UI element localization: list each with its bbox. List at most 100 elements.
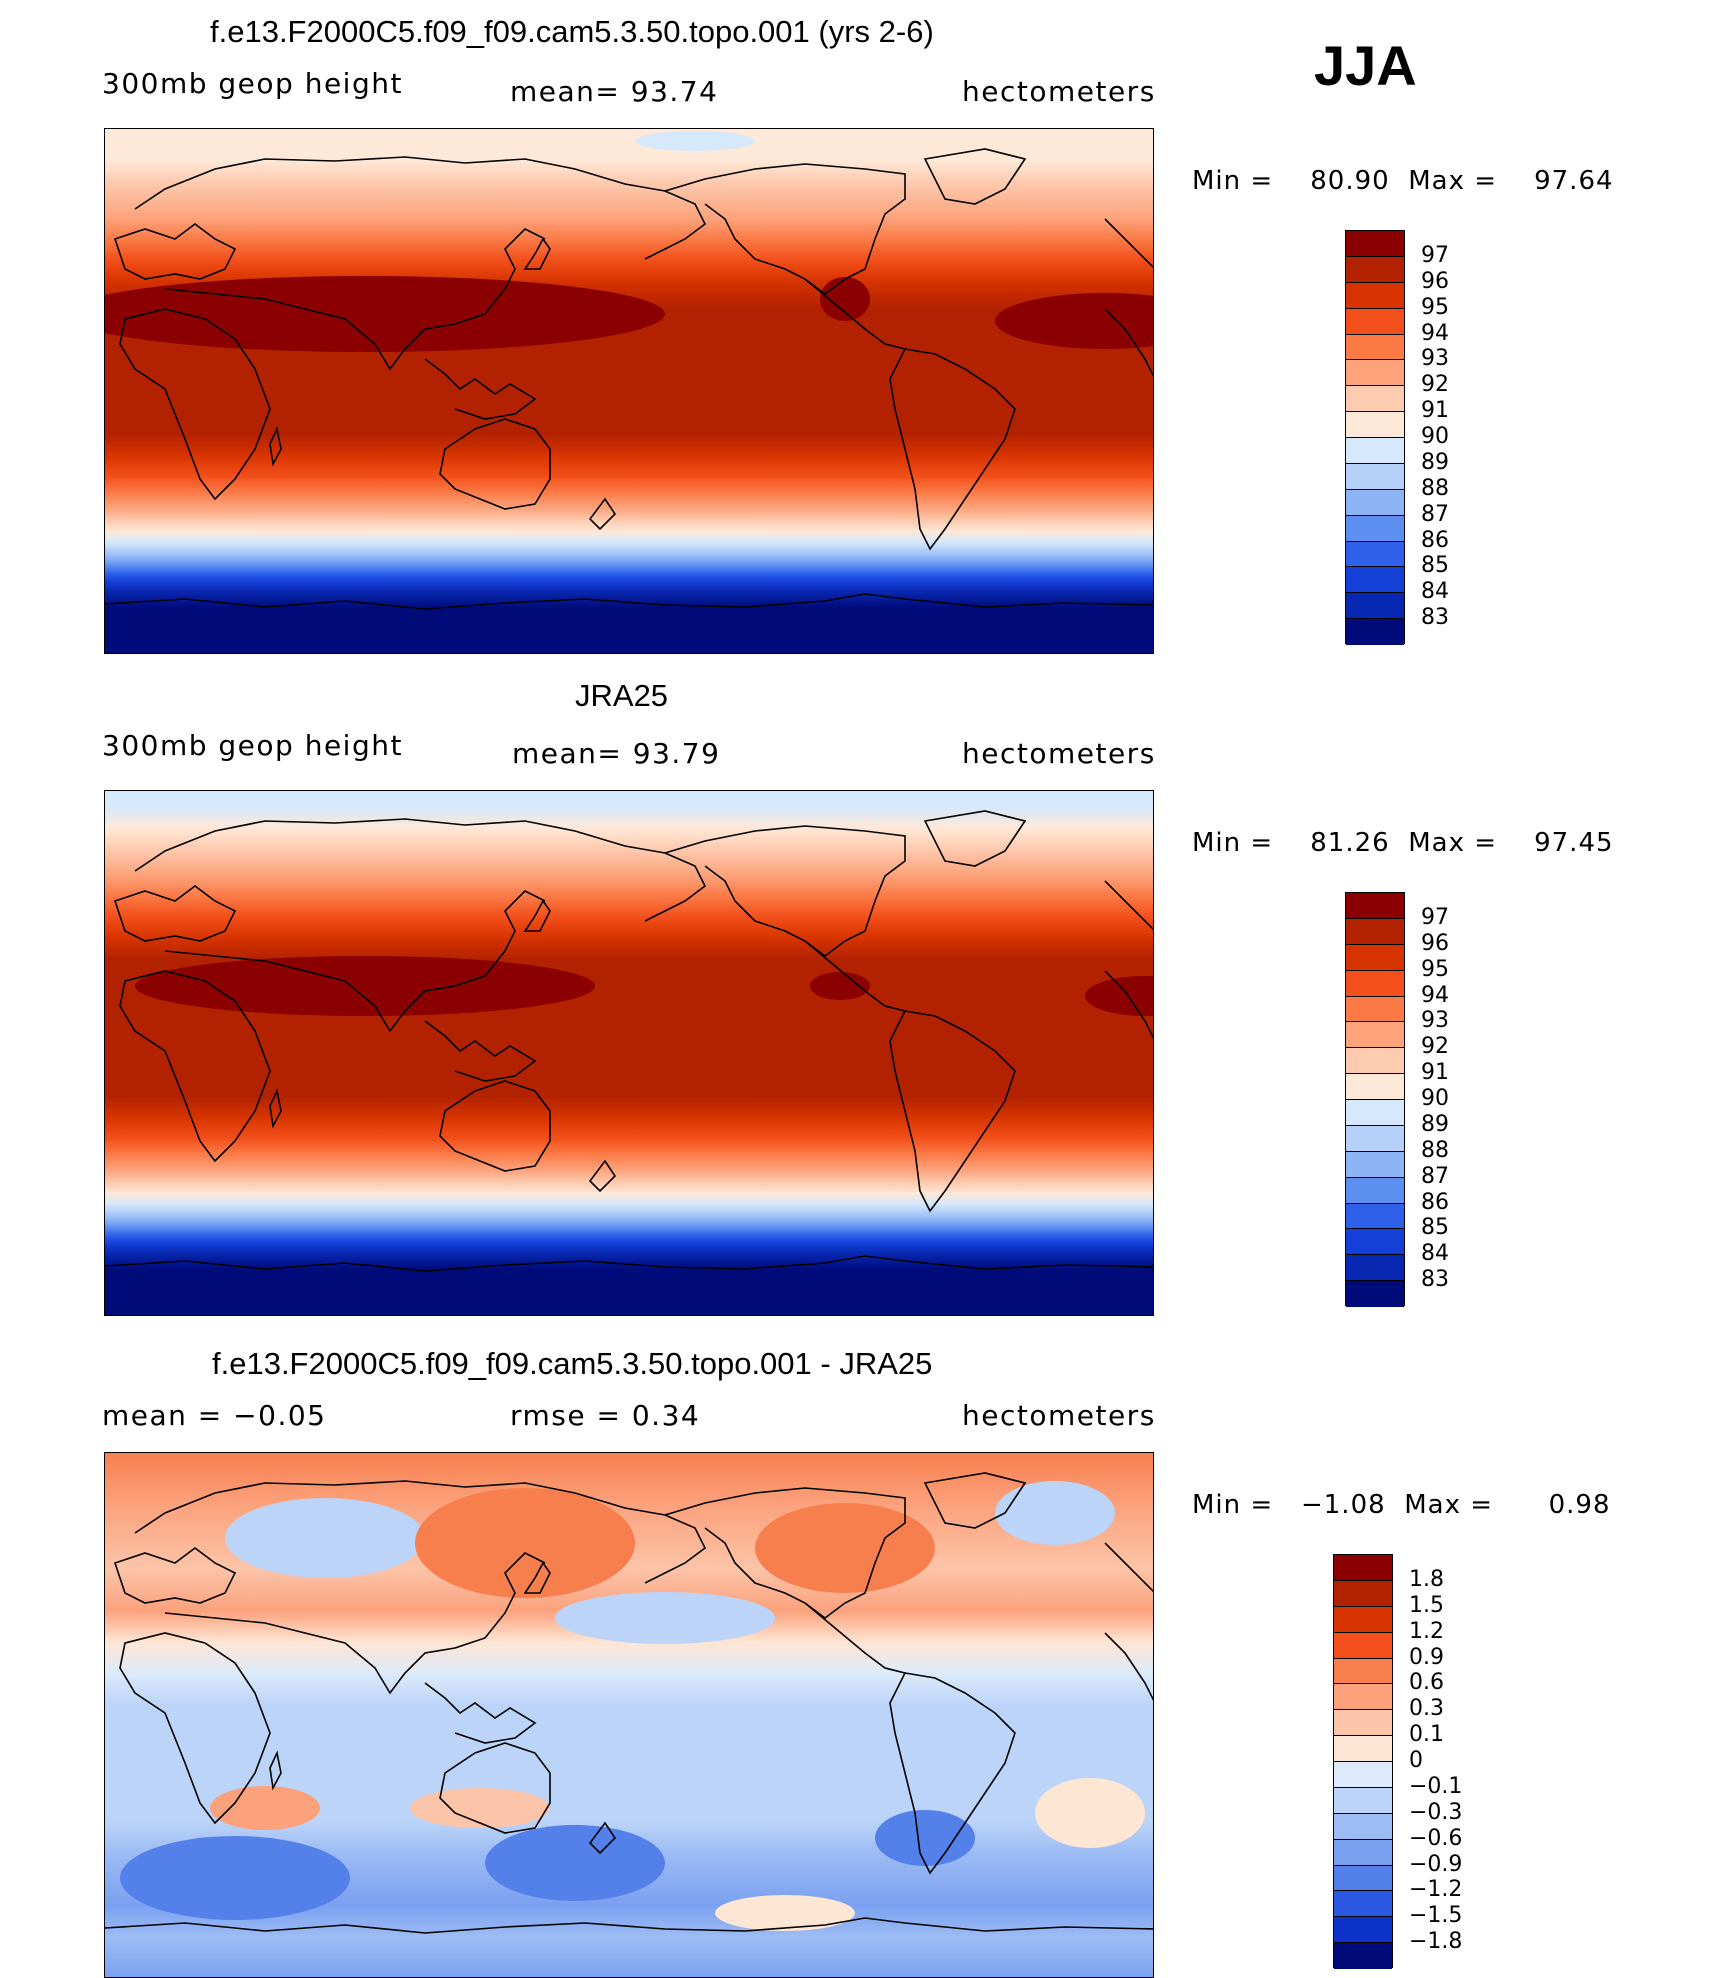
panel3-colorbar-boxes bbox=[1333, 1554, 1393, 1969]
colorbar-swatch bbox=[1346, 593, 1404, 620]
coastline-segment bbox=[523, 899, 551, 932]
colorbar-tick-label: 93 bbox=[1421, 1008, 1449, 1034]
colorbar-tick-label: −0.3 bbox=[1409, 1799, 1463, 1825]
colorbar-swatch bbox=[1346, 893, 1404, 919]
coastline-segment bbox=[804, 278, 906, 350]
coastline-segment bbox=[105, 1255, 1153, 1272]
panel3-max-label: Max = bbox=[1404, 1490, 1494, 1520]
colorbar-swatch bbox=[1346, 1255, 1404, 1282]
coastline-segment bbox=[164, 1612, 456, 1695]
panel2-coastlines bbox=[105, 810, 1153, 1272]
colorbar-swatch bbox=[1346, 970, 1404, 997]
colorbar-swatch bbox=[1346, 282, 1404, 309]
coastline-segment bbox=[424, 1020, 537, 1082]
panel1-title: f.e13.F2000C5.f09_f09.cam5.3.50.topo.001… bbox=[210, 14, 934, 49]
colorbar-tick-label: 89 bbox=[1421, 1111, 1449, 1137]
panel3-min-label: Min = bbox=[1192, 1490, 1274, 1520]
colorbar-tick-label: 96 bbox=[1421, 930, 1449, 956]
panel3-anomaly-samerica bbox=[875, 1810, 975, 1866]
panel3-map bbox=[104, 1452, 1154, 1978]
coastline-segment bbox=[1104, 218, 1153, 269]
panel1-max-label: Max = bbox=[1408, 166, 1498, 196]
coastline-segment bbox=[105, 1917, 1153, 1934]
panel1-max-region-atlantic bbox=[995, 293, 1153, 349]
colorbar-swatch bbox=[1334, 1762, 1392, 1788]
colorbar-tick-label: 94 bbox=[1421, 982, 1449, 1008]
coastline-segment bbox=[588, 1159, 617, 1193]
panel2-minmax: Min = 81.26 Max = 97.45 bbox=[1192, 828, 1614, 858]
season-label: JJA bbox=[1314, 34, 1417, 97]
panel3-rmse-label: rmse = 0.34 bbox=[510, 1399, 701, 1432]
coastline-segment bbox=[424, 1682, 537, 1744]
colorbar-swatch bbox=[1346, 231, 1404, 257]
colorbar-swatch bbox=[1334, 1787, 1392, 1814]
colorbar-swatch bbox=[1346, 360, 1404, 387]
colorbar-tick-label: 87 bbox=[1421, 501, 1449, 527]
colorbar-tick-label: 90 bbox=[1421, 424, 1449, 449]
colorbar-swatch bbox=[1346, 1177, 1404, 1204]
colorbar-tick-label: 86 bbox=[1421, 1189, 1449, 1215]
colorbar-swatch bbox=[1346, 1074, 1404, 1100]
colorbar-tick-label: 0.9 bbox=[1409, 1644, 1444, 1670]
coastline-segment bbox=[134, 156, 707, 260]
colorbar-swatch bbox=[1346, 386, 1404, 413]
colorbar-swatch bbox=[1334, 1943, 1392, 1969]
colorbar-tick-label: −1.5 bbox=[1409, 1903, 1463, 1929]
colorbar-tick-label: 1.2 bbox=[1409, 1618, 1444, 1644]
colorbar-swatch bbox=[1346, 463, 1404, 490]
panel3-title: f.e13.F2000C5.f09_f09.cam5.3.50.topo.001… bbox=[212, 1346, 933, 1381]
panel2-units-label: hectometers bbox=[962, 737, 1156, 770]
colorbar-tick-label: 84 bbox=[1421, 1241, 1449, 1267]
colorbar-swatch bbox=[1334, 1580, 1392, 1607]
coastline-segment bbox=[1104, 880, 1153, 931]
colorbar-tick-label: 96 bbox=[1421, 268, 1449, 294]
panel2-max-value: 97.45 bbox=[1534, 828, 1614, 858]
coastline-segment bbox=[664, 163, 906, 295]
colorbar-swatch bbox=[1334, 1710, 1392, 1737]
coastline-segment bbox=[1104, 308, 1153, 377]
panel3-anomaly-tasman bbox=[485, 1825, 665, 1901]
panel2-max-region-america bbox=[810, 972, 870, 1000]
panel3-anomaly-npacific bbox=[555, 1592, 775, 1644]
colorbar-swatch bbox=[1346, 1203, 1404, 1230]
coastline-segment bbox=[439, 1080, 551, 1172]
colorbar-swatch bbox=[1346, 1281, 1404, 1307]
colorbar-tick-label: 95 bbox=[1421, 956, 1449, 982]
coastline-segment bbox=[269, 1088, 282, 1129]
panel2-variable-label: 300mb geop height bbox=[102, 729, 403, 762]
colorbar-swatch bbox=[1346, 1048, 1404, 1075]
colorbar-swatch bbox=[1346, 567, 1404, 594]
coastline-segment bbox=[164, 950, 456, 1033]
colorbar-tick-label: 86 bbox=[1421, 527, 1449, 553]
panel1-max-value: 97.64 bbox=[1534, 166, 1614, 196]
panel1-variable-label: 300mb geop height bbox=[102, 67, 403, 100]
colorbar-tick-label: 0.1 bbox=[1409, 1722, 1444, 1748]
colorbar-swatch bbox=[1346, 918, 1404, 945]
panel1-min-value: 80.90 bbox=[1310, 166, 1390, 196]
coastline-segment bbox=[889, 348, 1016, 551]
panel1-map bbox=[104, 128, 1154, 654]
panel3-max-value: 0.98 bbox=[1548, 1490, 1611, 1520]
coastline-segment bbox=[923, 1472, 1027, 1529]
colorbar-tick-label: 0.6 bbox=[1409, 1670, 1444, 1696]
panel1-min-label: Min = bbox=[1192, 166, 1274, 196]
panel1-max-region-asia bbox=[105, 276, 665, 352]
colorbar-tick-label: 93 bbox=[1421, 346, 1449, 372]
panel1-units-label: hectometers bbox=[962, 75, 1156, 108]
panel1-colorbar-boxes bbox=[1345, 230, 1405, 645]
panel3-anomaly-europe bbox=[225, 1498, 425, 1578]
coastline-segment bbox=[923, 148, 1027, 205]
colorbar-swatch bbox=[1346, 515, 1404, 542]
panel2-max-region-asia bbox=[135, 956, 595, 1016]
colorbar-swatch bbox=[1346, 1229, 1404, 1256]
colorbar-swatch bbox=[1334, 1839, 1392, 1866]
panel3-anomaly-alaska bbox=[755, 1503, 935, 1593]
colorbar-swatch bbox=[1346, 619, 1404, 645]
panel3-coastlines bbox=[105, 1472, 1153, 1934]
coastline-segment bbox=[1104, 1542, 1153, 1593]
colorbar-tick-label: −0.6 bbox=[1409, 1825, 1463, 1851]
colorbar-tick-label: 84 bbox=[1421, 579, 1449, 605]
colorbar-swatch bbox=[1334, 1684, 1392, 1711]
colorbar-tick-label: 1.8 bbox=[1409, 1566, 1444, 1592]
coastline-segment bbox=[804, 1602, 906, 1674]
